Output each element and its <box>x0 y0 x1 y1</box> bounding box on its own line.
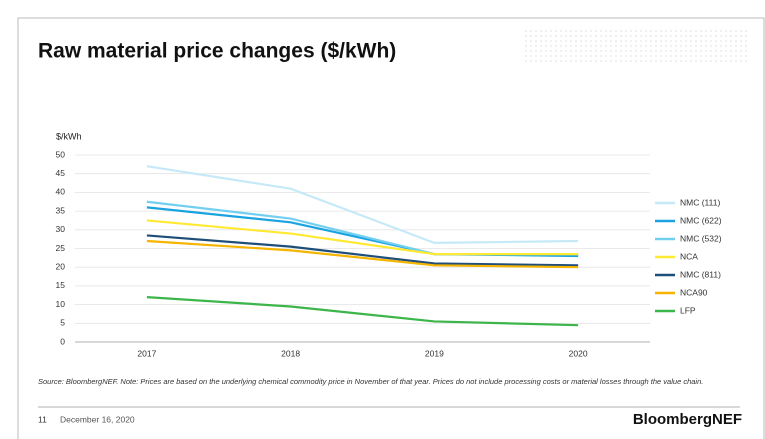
y-axis-label: $/kWh <box>56 131 82 141</box>
legend-label: NCA <box>680 251 698 261</box>
series-line <box>146 239 579 269</box>
footer-date: December 16, 2020 <box>60 414 135 424</box>
y-tick-label: 0 <box>60 336 65 346</box>
legend-label: NMC (811) <box>680 269 721 279</box>
legend-label: NMC (532) <box>680 233 722 243</box>
source-note: Source: BloombergNEF. Note: Prices are b… <box>38 377 704 386</box>
y-tick-label: 20 <box>56 261 66 271</box>
legend-label: NCA90 <box>680 287 708 297</box>
y-tick-label: 40 <box>56 187 66 197</box>
series-line <box>146 165 579 244</box>
series-line <box>146 219 579 256</box>
series-line <box>146 296 579 327</box>
brand: BloombergNEF <box>633 411 742 428</box>
slide-frame <box>17 17 765 439</box>
page-number: 11 <box>38 414 47 424</box>
legend-label: NMC (111) <box>680 197 720 207</box>
y-tick-label: 45 <box>56 168 66 178</box>
x-tick-label: 2020 <box>569 348 588 358</box>
chart-title: Raw material price changes ($/kWh) <box>38 40 396 63</box>
dot-pattern <box>525 30 750 65</box>
y-tick-label: 15 <box>56 280 66 290</box>
y-tick-label: 30 <box>56 224 66 234</box>
x-tick-label: 2019 <box>425 348 444 358</box>
series-line <box>146 234 579 267</box>
y-tick-label: 25 <box>56 243 66 253</box>
y-tick-label: 50 <box>56 149 66 159</box>
legend-label: LFP <box>680 305 696 315</box>
y-tick-label: 10 <box>56 299 66 309</box>
x-tick-label: 2017 <box>137 348 156 358</box>
y-tick-label: 5 <box>60 318 65 328</box>
x-tick-label: 2018 <box>281 348 300 358</box>
y-tick-label: 35 <box>56 205 66 215</box>
legend-label: NMC (622) <box>680 215 722 225</box>
